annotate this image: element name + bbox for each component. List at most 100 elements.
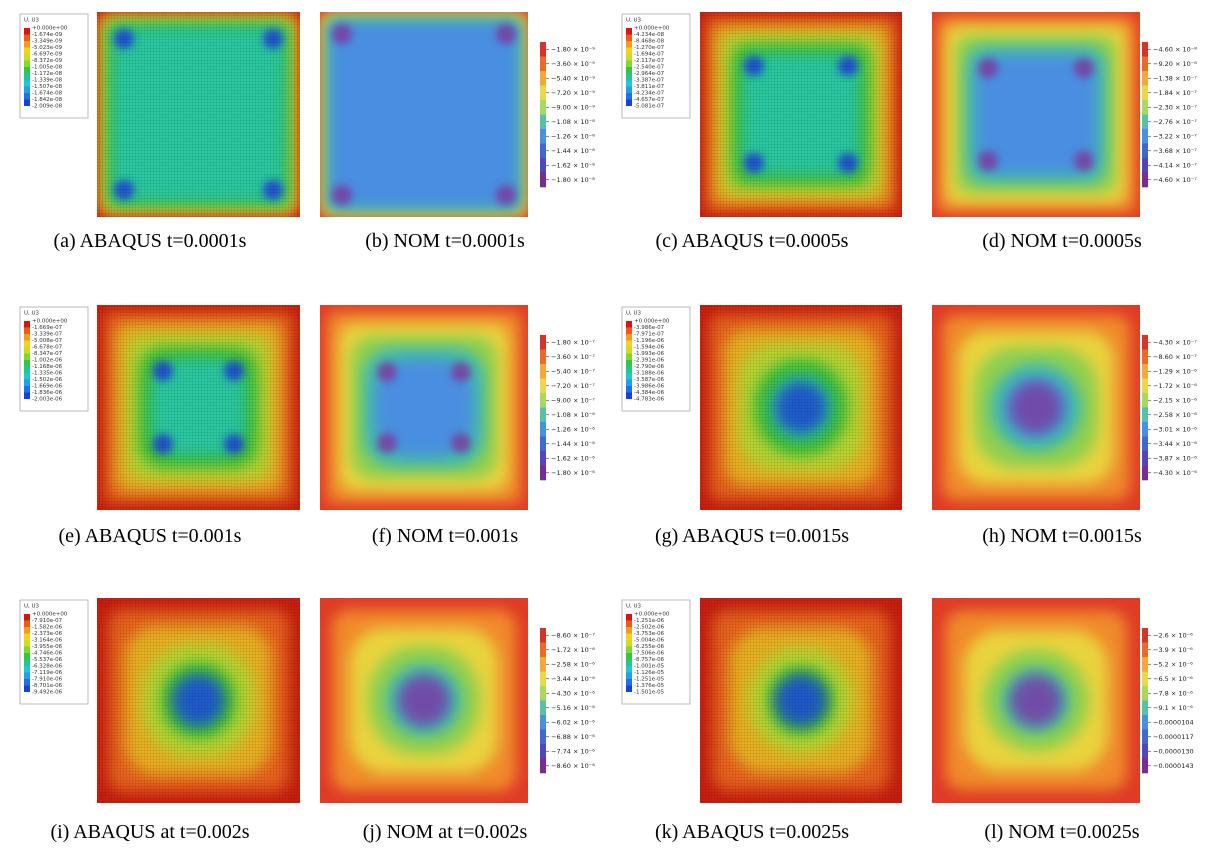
legend-swatch bbox=[626, 321, 632, 328]
legend-label: -3.811e-07 bbox=[634, 84, 665, 90]
legend-swatch bbox=[626, 360, 632, 367]
center-spot bbox=[1010, 675, 1062, 727]
legend-swatch bbox=[24, 393, 30, 400]
legend-label: -2.117e-07 bbox=[634, 58, 665, 64]
legend-label: -7.119e-06 bbox=[32, 670, 63, 676]
legend-label: -4.234e-08 bbox=[634, 32, 665, 38]
colorbar-segment bbox=[540, 129, 546, 144]
corner-spot bbox=[496, 185, 516, 205]
legend-swatch bbox=[24, 360, 30, 367]
legend-label: -1.674e-08 bbox=[32, 91, 63, 97]
legend-label: -1.502e-06 bbox=[32, 377, 63, 383]
colorbar-label: −1.62 × 10⁻⁶ bbox=[551, 454, 595, 462]
colorbar-segment bbox=[540, 451, 546, 466]
caption: (k) ABAQUS t=0.0025s bbox=[655, 821, 849, 843]
contour-plot bbox=[320, 305, 528, 510]
legend-label: -8.468e-08 bbox=[634, 39, 665, 45]
colorbar-label: −3.60 × 10⁻⁹ bbox=[551, 60, 595, 68]
legend-swatch bbox=[24, 321, 30, 328]
contour-plot bbox=[320, 598, 528, 803]
colorbar-segment bbox=[540, 379, 546, 394]
legend-label: -8.347e-07 bbox=[32, 351, 63, 357]
legend-swatch bbox=[24, 679, 30, 686]
colorbar-segment bbox=[1142, 115, 1148, 130]
colorbar-segment bbox=[540, 144, 546, 159]
legend-label: -1.339e-08 bbox=[32, 78, 63, 84]
legend-swatch bbox=[24, 48, 30, 55]
colorbar-segment bbox=[1142, 350, 1148, 365]
colorbar-label: −5.40 × 10⁻⁷ bbox=[551, 367, 595, 375]
colorbar-segment bbox=[1142, 686, 1148, 701]
colorbar-segment bbox=[540, 42, 546, 57]
colorbar-segment bbox=[540, 672, 546, 687]
caption: (i) ABAQUS at t=0.002s bbox=[50, 821, 249, 843]
colorbar-label: −2.15 × 10⁻⁶ bbox=[1153, 396, 1197, 404]
colorbar-segment bbox=[540, 350, 546, 365]
colorbar-label: −1.26 × 10⁻⁸ bbox=[551, 132, 595, 140]
colorbar-label: −1.80 × 10⁻⁶ bbox=[551, 469, 595, 477]
legend-label: -2.391e-06 bbox=[634, 358, 665, 364]
legend-label: -1.694e-07 bbox=[634, 52, 665, 58]
caption: (c) ABAQUS t=0.0005s bbox=[656, 230, 849, 252]
contour-plot bbox=[932, 598, 1140, 803]
colorbar-label: −8.60 × 10⁻⁷ bbox=[1153, 353, 1197, 361]
colorbar-label: −1.08 × 10⁻⁸ bbox=[551, 118, 595, 126]
legend-swatch bbox=[626, 380, 632, 387]
legend-label: -8.701e-06 bbox=[32, 683, 63, 689]
contour-field bbox=[320, 12, 528, 217]
colorbar-label: −7.74 × 10⁻⁶ bbox=[551, 747, 595, 755]
contour-field bbox=[320, 598, 528, 803]
legend-label: -1.594e-06 bbox=[634, 345, 665, 351]
colorbar-label: −9.00 × 10⁻⁷ bbox=[551, 396, 595, 404]
legend-swatch bbox=[24, 354, 30, 361]
contour-field bbox=[700, 12, 902, 217]
colorbar-segment bbox=[1142, 466, 1148, 481]
mesh bbox=[97, 598, 300, 803]
colorbar-segment bbox=[540, 393, 546, 408]
legend-label: -5.081e-07 bbox=[634, 104, 665, 110]
legend-swatch bbox=[24, 35, 30, 42]
colorbar-label: −4.60 × 10⁻⁷ bbox=[1153, 176, 1197, 184]
legend-swatch bbox=[24, 328, 30, 335]
legend-swatch bbox=[626, 74, 632, 81]
legend-label: -1.270e-07 bbox=[634, 45, 665, 51]
legend-swatch bbox=[24, 347, 30, 354]
legend-label: -1.002e-06 bbox=[32, 358, 63, 364]
colorbar-label: −4.14 × 10⁻⁷ bbox=[1153, 161, 1197, 169]
colorbar-label: −2.58 × 10⁻⁶ bbox=[1153, 411, 1197, 419]
colorbar-segment bbox=[540, 759, 546, 774]
colorbar-label: −8.60 × 10⁻⁶ bbox=[551, 762, 595, 770]
colorbar-label: −3.60 × 10⁻⁷ bbox=[551, 353, 595, 361]
colorbar-segment bbox=[1142, 408, 1148, 423]
colorbar-segment bbox=[540, 364, 546, 379]
colorbar-segment bbox=[1142, 173, 1148, 188]
contour-plot bbox=[700, 598, 902, 803]
legend-label: -5.537e-06 bbox=[32, 657, 63, 663]
colorbar-segment bbox=[1142, 672, 1148, 687]
colorbar-label: −3.9 × 10⁻⁶ bbox=[1153, 646, 1193, 654]
legend-label: -6.697e-09 bbox=[32, 52, 63, 58]
legend-swatch bbox=[24, 334, 30, 341]
legend-swatch bbox=[626, 54, 632, 61]
legend-swatch bbox=[24, 54, 30, 61]
contour-plot bbox=[320, 12, 528, 217]
colorbar-label: −2.58 × 10⁻⁶ bbox=[551, 660, 595, 668]
colorbar-label: −6.02 × 10⁻⁶ bbox=[551, 718, 595, 726]
legend-label: -5.023e-09 bbox=[32, 45, 63, 51]
legend-label: -3.387e-07 bbox=[634, 78, 665, 84]
legend-swatch bbox=[626, 679, 632, 686]
legend-swatch bbox=[24, 673, 30, 680]
legend-label: -4.384e-06 bbox=[634, 390, 665, 396]
caption: (b) NOM t=0.0001s bbox=[365, 230, 525, 252]
contour-field bbox=[700, 598, 902, 803]
legend-swatch bbox=[626, 341, 632, 348]
legend-label: -1.669e-06 bbox=[32, 384, 63, 390]
legend-title: U, U3 bbox=[24, 311, 40, 317]
legend-swatch bbox=[626, 386, 632, 393]
legend-label: -3.188e-06 bbox=[634, 371, 665, 377]
corner-spot bbox=[332, 24, 352, 44]
mesh bbox=[700, 598, 902, 803]
legend-swatch bbox=[626, 640, 632, 647]
colorbar-label: −2.30 × 10⁻⁷ bbox=[1153, 103, 1197, 111]
legend-swatch bbox=[626, 28, 632, 35]
